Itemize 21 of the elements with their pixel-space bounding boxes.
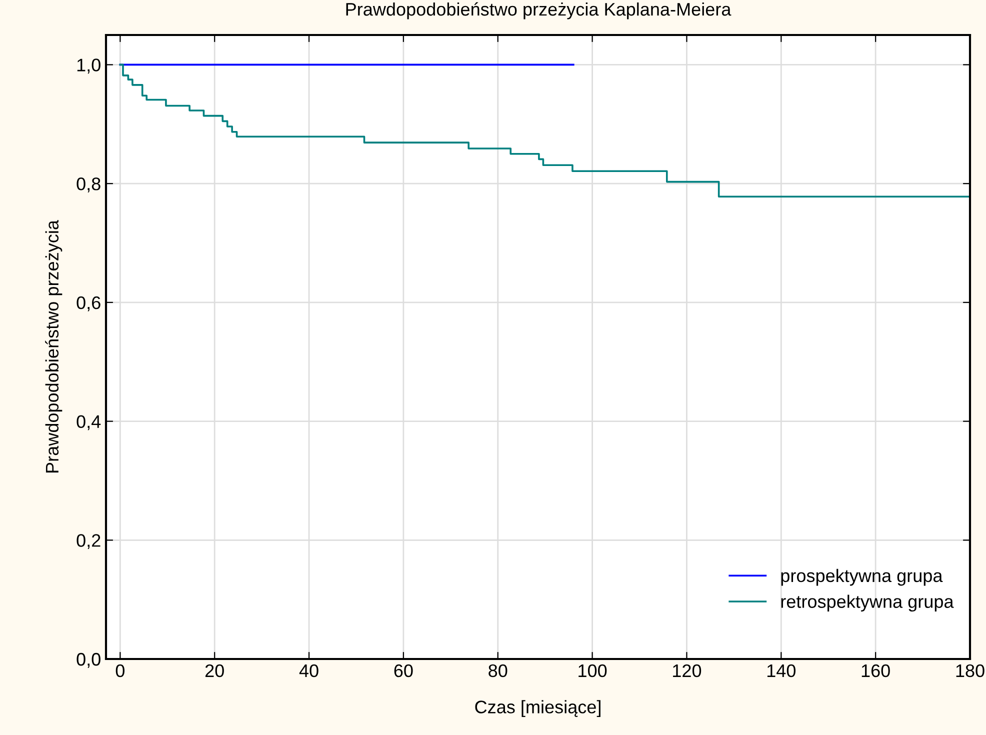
x-tick-label: 60 bbox=[394, 664, 413, 678]
x-tick-label: 0 bbox=[116, 664, 124, 678]
x-tick-label: 40 bbox=[299, 664, 318, 678]
x-tick-label: 80 bbox=[488, 664, 508, 678]
y-tick-label: 0,4 bbox=[76, 415, 101, 430]
y-tick-label: 1,0 bbox=[77, 58, 100, 74]
y-tick-label: 0,8 bbox=[76, 178, 100, 192]
x-tick-label: 160 bbox=[862, 664, 890, 678]
chart-title: Prawdopodobieństwo przeżycia Kaplana-Meiera bbox=[346, 2, 732, 20]
x-tick-label: 120 bbox=[673, 664, 702, 678]
legend-label: retrospektywna grupa bbox=[781, 594, 954, 612]
y-tick-label: 0,2 bbox=[76, 534, 100, 549]
legend-label: prospektywna grupa bbox=[781, 568, 943, 586]
y-tick-label: 0,0 bbox=[76, 652, 100, 668]
x-tick-label: 140 bbox=[767, 664, 796, 678]
y-tick-label: 0,6 bbox=[76, 296, 100, 312]
x-tick-label: 20 bbox=[205, 664, 224, 678]
y-axis-title: Prawdopodobieństwo przeżycia bbox=[45, 220, 62, 472]
x-tick-label: 100 bbox=[578, 664, 607, 678]
x-tick-label: 180 bbox=[956, 664, 984, 678]
x-axis-title: Czas [miesiące] bbox=[475, 700, 600, 717]
